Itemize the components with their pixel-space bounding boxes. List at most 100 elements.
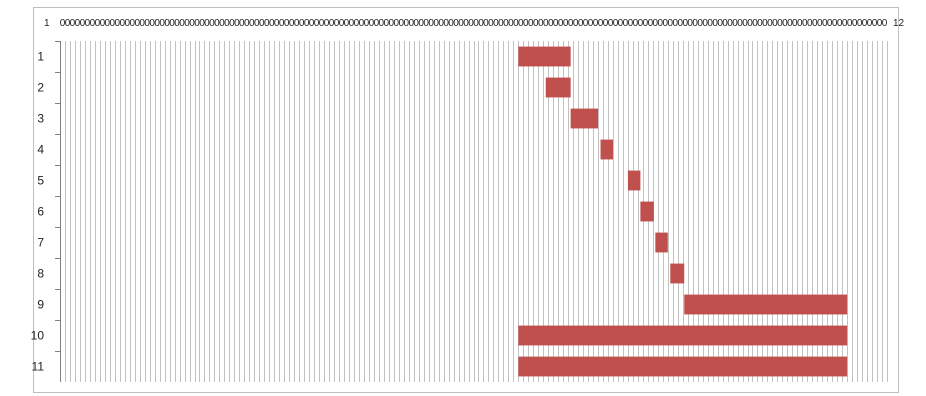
x-tick-label: 0 [672,18,678,29]
x-tick-label: 0 [608,18,614,29]
x-tick-label: 0 [712,18,718,29]
x-tick-label: 0 [254,18,260,29]
task-bar-5 [627,170,641,191]
y-tick-label: 7 [37,236,44,250]
x-tick-label: 0 [598,18,604,29]
x-tick-label: 0 [787,18,793,29]
x-tick-label: 0 [802,18,808,29]
x-tick-label: 0 [204,18,210,29]
x-tick-label: 0 [493,18,499,29]
x-tick-label: 0 [882,18,888,29]
x-tick-label: 0 [169,18,175,29]
x-tick-label: 0 [110,18,116,29]
x-tick-label: 0 [179,18,185,29]
x-tick-label: 0 [418,18,424,29]
x-tick-label: 0 [827,18,833,29]
x-tick-label: 0 [488,18,494,29]
x-tick-label: 0 [294,18,300,29]
x-tick-label: 0 [812,18,818,29]
y-tick-label: 4 [37,143,44,157]
x-tick-label: 0 [658,18,664,29]
x-tick-label: 0 [503,18,509,29]
x-tick-label: 0 [533,18,539,29]
x-tick-label: 0 [603,18,609,29]
x-tick-label: 0 [473,18,479,29]
x-tick-label: 0 [797,18,803,29]
x-tick-label: 0 [593,18,599,29]
x-tick-label: 0 [857,18,863,29]
x-tick-label: 0 [757,18,763,29]
x-tick-label: 0 [832,18,838,29]
x-tick-label: 0 [558,18,564,29]
x-tick-label: 0 [737,18,743,29]
x-tick-label: 0 [518,18,524,29]
x-tick-label: 0 [852,18,858,29]
x-tick-label: 0 [872,18,878,29]
x-tick-label: 0 [573,18,579,29]
x-tick-label: 0 [314,18,320,29]
x-tick-label: 0 [389,18,395,29]
x-tick-label: 0 [344,18,350,29]
x-tick-label: 0 [100,18,106,29]
x-tick-label: 0 [354,18,360,29]
x-tick-label: 0 [324,18,330,29]
x-tick-label: 0 [189,18,195,29]
x-tick-label: 0 [299,18,305,29]
x-tick-label: 0 [249,18,255,29]
x-tick-label: 0 [359,18,365,29]
x-tick-label: 0 [623,18,629,29]
x-tick-label: 0 [752,18,758,29]
x-tick-label: 0 [349,18,355,29]
x-tick-label: 0 [742,18,748,29]
x-tick-label: 0 [643,18,649,29]
x-tick-label: 0 [244,18,250,29]
x-tick-label: 0 [613,18,619,29]
x-tick-label: 0 [234,18,240,29]
x-tick-label: 0 [159,18,165,29]
x-tick-label: 0 [638,18,644,29]
x-tick-label: 0 [119,18,125,29]
x-tick-label: 0 [289,18,295,29]
x-tick-label: 0 [697,18,703,29]
x-tick-label: 0 [428,18,434,29]
x-tick-label: 0 [767,18,773,29]
x-tick-label: 0 [209,18,215,29]
task-bar-10 [518,325,848,346]
x-tick-label: 0 [219,18,225,29]
y-tick-label: 3 [37,112,44,126]
x-tick-label: 0 [677,18,683,29]
y-tick-label: 2 [37,81,44,95]
x-tick-label: 0 [663,18,669,29]
x-tick-label: 0 [144,18,150,29]
task-bar-9 [684,294,848,315]
task-bar-11 [518,356,848,377]
x-tick-label: 0 [653,18,659,29]
x-tick-label: 0 [164,18,170,29]
x-tick-label: 0 [478,18,484,29]
x-tick-label: 0 [124,18,130,29]
y-tick-label: 11 [32,360,45,374]
x-tick-label: 0 [334,18,340,29]
x-tick-label: 0 [259,18,265,29]
x-tick-label: 0 [398,18,404,29]
x-tick-label: 0 [403,18,409,29]
x-tick-label: 0 [782,18,788,29]
x-tick-label: 0 [393,18,399,29]
x-tick-label: 0 [538,18,544,29]
x-tick-label: 0 [339,18,345,29]
x-tick-label: 0 [777,18,783,29]
x-tick-label: 0 [95,18,101,29]
x-tick-label: 0 [134,18,140,29]
x-tick-label: 0 [543,18,549,29]
task-bar-7 [655,232,668,253]
x-tick-label: 0 [747,18,753,29]
x-tick-label: 0 [174,18,180,29]
x-tick-label: 0 [239,18,245,29]
x-tick-label: 0 [707,18,713,29]
x-tick-label: 0 [772,18,778,29]
x-tick-label: 0 [199,18,205,29]
x-tick-label: 0 [329,18,335,29]
x-tick-label: 0 [309,18,315,29]
x-tick-label: 0 [65,18,71,29]
x-tick-label: 0 [184,18,190,29]
